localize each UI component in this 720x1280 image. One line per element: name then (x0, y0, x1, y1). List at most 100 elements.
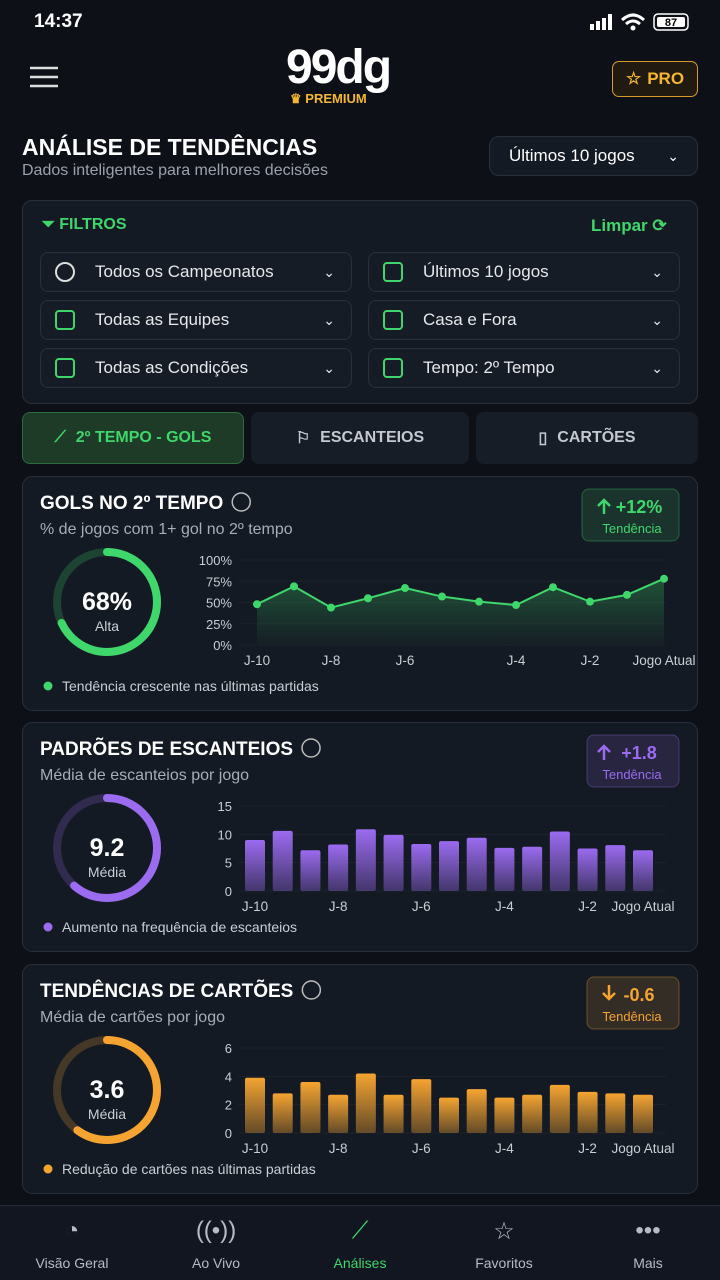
y-tick-label: 6 (225, 1041, 232, 1056)
trend-arrow (597, 498, 611, 514)
info-icon (231, 492, 251, 512)
x-tick-label: J-10 (244, 653, 270, 668)
trend-value: -0.6 (623, 985, 654, 1005)
bar (439, 841, 459, 891)
gauge-value: 3.6 (90, 1076, 125, 1104)
nav-label: Visão Geral (35, 1255, 109, 1271)
premium-badge: ♛ PREMIUM (290, 91, 367, 106)
point (364, 594, 372, 603)
range-text: Últimos 10 jogos (509, 146, 635, 165)
x-tick-label: J-6 (412, 1141, 431, 1156)
point (253, 600, 261, 609)
tab-icon: ⚐ (295, 430, 311, 447)
x-tick-label: Jogo Atual (611, 1141, 674, 1156)
chevron: ⌄ (323, 359, 335, 376)
filter-select[interactable]: Tempo: 2º Tempo ⌄ (368, 348, 680, 388)
card-bg (22, 476, 698, 711)
gauge-label: Alta (95, 618, 119, 634)
tab[interactable]: ⚐ ESCANTEIOS (251, 412, 469, 464)
trend-value: +12% (616, 497, 663, 517)
x-tick-label: J-8 (329, 899, 348, 914)
tab[interactable]: ▯ CARTÕES (476, 412, 698, 464)
x-tick-label: J-4 (495, 899, 514, 914)
card-title: PADRÕES DE ESCANTEIOS (40, 738, 293, 760)
status-icons: 87 (590, 13, 689, 31)
chevron: ⌄ (651, 311, 663, 328)
trend-caption: Tendência (602, 521, 662, 536)
bar (577, 1091, 598, 1133)
y-tick-label: 10 (218, 827, 232, 842)
bar (272, 830, 293, 891)
chevron: ⌄ (651, 263, 663, 280)
nav-item[interactable]: ••• Mais (576, 1205, 720, 1280)
page-title: ANÁLISE DE TENDÊNCIAS (22, 134, 318, 160)
card-note: Tendência crescente nas últimas partidas (62, 678, 319, 694)
filters-title: ⏷ FILTROS (42, 216, 127, 233)
gauge-value: 68% (82, 588, 132, 616)
filter-label: Todas as Condições (95, 358, 249, 377)
trend-caption: Tendência (602, 1009, 662, 1024)
nav-icon: ☆ (493, 1218, 515, 1245)
clear-button[interactable]: Limpar ⟳ (591, 216, 667, 235)
point (401, 584, 409, 593)
bar (549, 1084, 570, 1133)
badge-text: PREMIUM (305, 91, 367, 106)
filter-select[interactable]: Casa e Fora ⌄ (368, 300, 680, 340)
gauge-value: 9.2 (90, 834, 125, 862)
area (257, 578, 664, 645)
y-tick-label: 5 (225, 856, 232, 871)
x-tick-label: J-2 (578, 1141, 597, 1156)
nav-item[interactable]: ☆ Favoritos (432, 1205, 576, 1280)
nav-icon: ⟋ (351, 1217, 369, 1244)
point (290, 582, 298, 591)
bar (328, 844, 349, 891)
bar (605, 1093, 626, 1133)
nav-item[interactable]: ◔ Visão Geral (0, 1205, 144, 1280)
pro-text: PRO (647, 69, 685, 88)
nav-icon: ◔ (64, 1217, 80, 1244)
tab-label: ESCANTEIOS (320, 429, 425, 446)
clock: 14:37 (34, 11, 83, 32)
card-title: GOLS NO 2º TEMPO (40, 493, 223, 514)
page-subtitle: Dados inteligentes para melhores decisõe… (22, 162, 328, 179)
x-tick-label: J-8 (329, 1141, 348, 1156)
note-dot (43, 1164, 53, 1174)
filter-select[interactable]: Todas as Equipes ⌄ (40, 300, 352, 340)
trend-card: TENDÊNCIAS DE CARTÕES Média de cartões po… (22, 964, 698, 1194)
bar (300, 1082, 321, 1133)
pro-button[interactable]: ☆ PRO (612, 61, 698, 97)
range-select[interactable]: Últimos 10 jogos ⌄ (489, 136, 698, 176)
gauge-arc (53, 1036, 161, 1144)
bar (411, 1079, 432, 1133)
card-note: Redução de cartões nas últimas partidas (62, 1161, 316, 1177)
filter-label: Todos os Campeonatos (95, 262, 274, 281)
nav-icon: ((•)) (195, 1217, 237, 1244)
y-tick-label: 0 (225, 1126, 232, 1141)
note-dot (43, 681, 53, 691)
filter-select[interactable]: Todos os Campeonatos ⌄ (40, 252, 352, 292)
bar (466, 1089, 487, 1133)
bottom-nav (0, 1205, 720, 1280)
clear-text: Limpar (591, 216, 648, 235)
battery: 87 (665, 17, 677, 29)
info-icon (301, 738, 321, 758)
menu-button[interactable] (28, 66, 60, 90)
filter-select[interactable]: Todas as Condições ⌄ (40, 348, 352, 388)
point (512, 601, 520, 610)
card-subtitle: Média de cartões por jogo (40, 1009, 225, 1026)
x-tick-label: J-10 (242, 1141, 268, 1156)
bar (466, 837, 487, 891)
filter-select[interactable]: Últimos 10 jogos ⌄ (368, 252, 680, 292)
nav-label: Análises (333, 1255, 387, 1271)
tab[interactable]: ⟋ 2º TEMPO - GOLS (22, 412, 244, 464)
x-tick-label: J-4 (507, 653, 526, 668)
bar (300, 850, 321, 891)
nav-item[interactable]: ((•)) Ao Vivo (144, 1205, 288, 1280)
tab-label: 2º TEMPO - GOLS (75, 429, 212, 446)
filter-icon (383, 262, 403, 282)
bar (355, 1073, 376, 1133)
nav-item[interactable]: ⟋ Análises (288, 1205, 432, 1280)
bar (245, 840, 265, 891)
bar (633, 1094, 653, 1133)
